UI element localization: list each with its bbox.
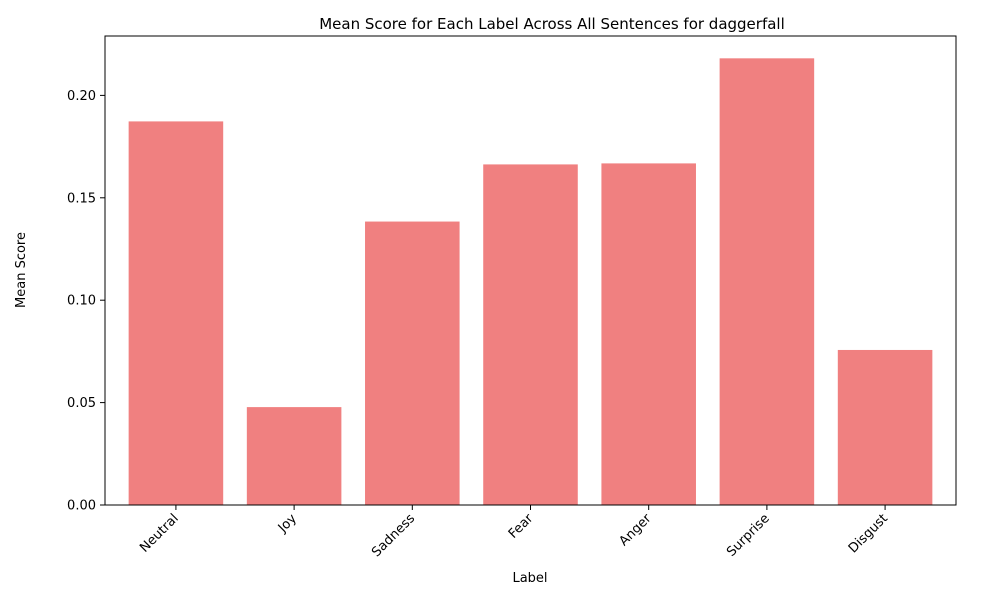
x-tick-label-anger: Anger [617, 511, 655, 549]
x-axis-label: Label [512, 571, 547, 586]
x-tick-label-sadness: Sadness [369, 511, 418, 560]
bar-anger [601, 163, 696, 506]
x-tick-label-neutral: Neutral [137, 511, 182, 556]
bar-surprise [719, 58, 815, 506]
bars-group [128, 58, 933, 506]
x-tick-label-surprise: Surprise [724, 511, 773, 560]
chart-title: Mean Score for Each Label Across All Sen… [319, 15, 785, 33]
y-tick-label-0.20: 0.20 [67, 89, 96, 104]
x-tick-label-fear: Fear [506, 511, 537, 542]
y-tick-label-0.00: 0.00 [67, 499, 96, 514]
plot-frame [104, 35, 957, 506]
bar-disgust [837, 349, 933, 505]
y-tick-label-0.10: 0.10 [67, 294, 96, 309]
y-axis: 0.00 0.05 0.10 0.15 0.20 [67, 89, 105, 514]
x-axis: Neutral Joy Sadness Fear Anger Surprise Disgus… [137, 505, 891, 560]
y-tick-label-0.15: 0.15 [67, 191, 96, 206]
y-tick-label-0.05: 0.05 [67, 396, 96, 411]
x-tick-label-disgust: Disgust [846, 511, 891, 556]
bar-fear [483, 164, 578, 505]
bar-sadness [365, 221, 460, 505]
bar-joy [246, 407, 342, 505]
bar-neutral [128, 121, 224, 506]
y-axis-label: Mean Score [14, 232, 29, 308]
x-tick-label-joy: Joy [275, 511, 300, 536]
